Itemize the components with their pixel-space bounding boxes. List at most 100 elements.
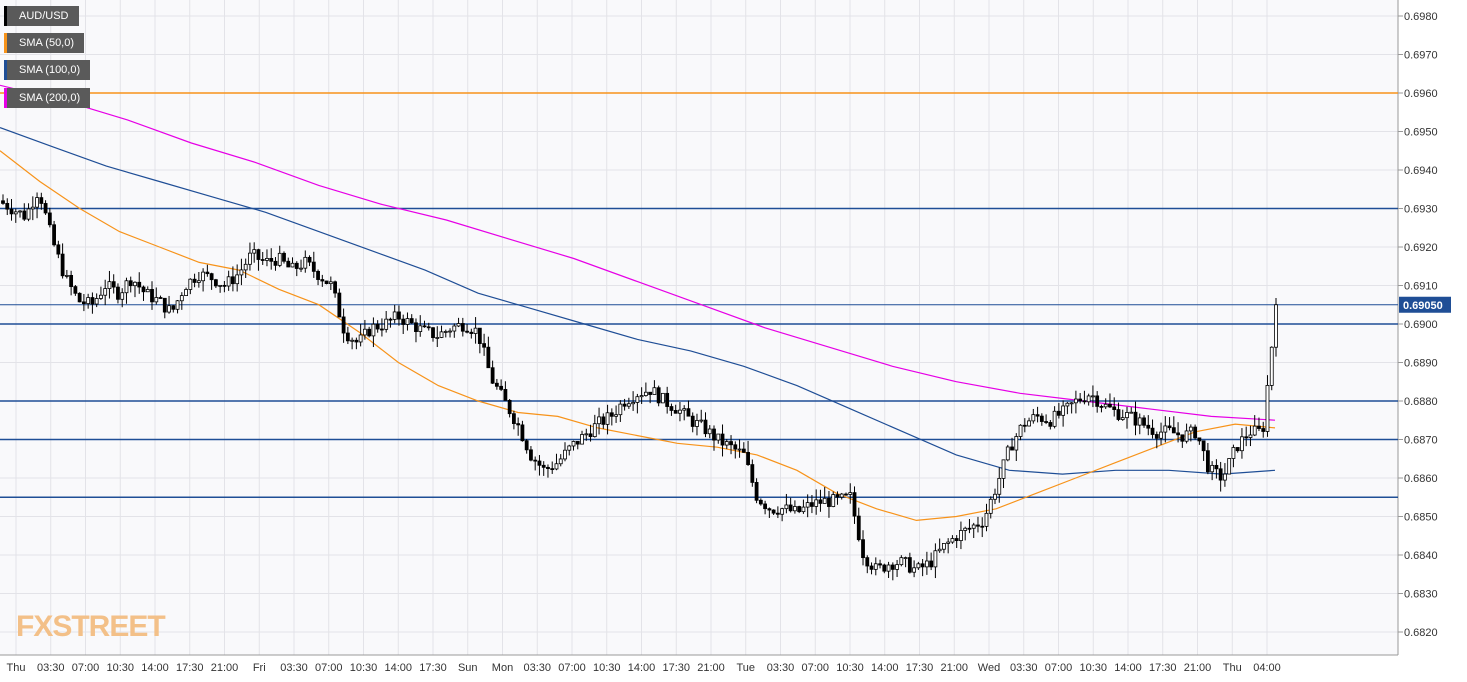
- candle-body: [154, 297, 159, 303]
- candle-body: [754, 482, 759, 501]
- candle-body: [435, 337, 440, 339]
- candle-body: [971, 524, 976, 529]
- candle-body: [878, 563, 882, 566]
- candle-body: [810, 502, 814, 507]
- candle-body: [946, 541, 951, 544]
- candle-body: [1108, 403, 1112, 408]
- candle-body: [805, 502, 810, 508]
- candle-body: [1039, 415, 1044, 422]
- candle-body: [597, 416, 601, 425]
- candle-body: [976, 524, 980, 527]
- candle-body: [90, 297, 95, 305]
- candle-body: [886, 564, 891, 572]
- candle-body: [303, 256, 308, 269]
- candle-body: [260, 259, 265, 261]
- candle-body: [324, 280, 329, 285]
- candle-body: [937, 548, 942, 552]
- candle-body: [639, 395, 644, 398]
- y-tick-label: 0.6870: [1404, 435, 1438, 447]
- candle-body: [635, 396, 640, 403]
- x-tick-label: Tue: [736, 662, 755, 674]
- candle-body: [907, 557, 912, 573]
- candle-body: [499, 385, 504, 390]
- candle-body: [333, 281, 337, 294]
- candle-body: [1235, 447, 1240, 452]
- candle-body: [1103, 403, 1108, 408]
- candle-body: [797, 506, 802, 513]
- candle-body: [865, 557, 870, 567]
- candle-body: [316, 270, 320, 280]
- candle-body: [512, 413, 516, 425]
- candle-body: [209, 273, 214, 281]
- candle-body: [729, 441, 733, 446]
- candle-body: [1142, 417, 1146, 426]
- candle-body: [248, 252, 252, 265]
- candle-body: [341, 316, 346, 334]
- candle-body: [929, 560, 934, 568]
- y-tick-label: 0.6920: [1404, 242, 1438, 254]
- x-tick-label: 04:00: [1253, 662, 1281, 674]
- candle-body: [571, 441, 576, 447]
- candle-body: [988, 498, 993, 514]
- candle-body: [490, 367, 495, 384]
- candle-body: [1154, 434, 1159, 439]
- x-tick-label: 14:00: [384, 662, 412, 674]
- candle-body: [1022, 424, 1027, 427]
- candle-body: [162, 297, 167, 313]
- candle-body: [1150, 427, 1155, 435]
- candle-body: [22, 210, 27, 220]
- candle-body: [282, 252, 286, 262]
- candle-body: [1248, 434, 1253, 438]
- candle-body: [94, 298, 99, 305]
- candle-body: [243, 263, 248, 271]
- candle-body: [1201, 440, 1206, 452]
- x-tick-label: 10:30: [836, 662, 864, 674]
- candle-body: [52, 224, 56, 246]
- legend-item-sma200: SMA (200,0): [4, 88, 91, 108]
- candle-body: [873, 563, 878, 570]
- candle-body: [409, 318, 414, 324]
- candle-body: [831, 494, 836, 507]
- candle-body: [899, 557, 904, 566]
- candle-body: [767, 508, 772, 511]
- x-tick-label: Fri: [253, 662, 266, 674]
- y-tick-label: 0.6900: [1404, 319, 1438, 331]
- candle-body: [1265, 385, 1270, 432]
- candle-body: [35, 197, 39, 208]
- candle-body: [124, 280, 129, 294]
- x-tick-label: 17:30: [176, 662, 204, 674]
- candle-body: [661, 392, 665, 404]
- candle-body: [626, 403, 631, 407]
- candle-body: [1010, 446, 1014, 451]
- current-price-badge: [1399, 296, 1451, 313]
- candle-body: [422, 325, 427, 328]
- candle-body: [1005, 446, 1010, 461]
- candle-body: [592, 423, 597, 438]
- candle-body: [933, 550, 938, 568]
- candle-body: [916, 563, 921, 569]
- candle-body: [563, 449, 567, 460]
- candle-body: [844, 493, 848, 496]
- candle-body: [1210, 464, 1215, 473]
- candle-body: [835, 494, 840, 498]
- candle-body: [993, 493, 997, 500]
- candle-body: [980, 525, 985, 528]
- candle-body: [145, 289, 150, 293]
- candle-body: [601, 416, 606, 425]
- candle-body: [997, 478, 1002, 495]
- candle-body: [1065, 402, 1070, 407]
- candle-body: [788, 504, 793, 512]
- candle-body: [869, 565, 874, 570]
- candle-body: [575, 441, 580, 445]
- candle-body: [473, 327, 478, 334]
- y-tick-label: 0.6880: [1404, 396, 1438, 408]
- candle-body: [388, 318, 393, 321]
- x-tick-label: Thu: [1223, 662, 1242, 674]
- candle-body: [678, 409, 682, 414]
- candle-body: [750, 464, 755, 483]
- candle-body: [792, 506, 797, 512]
- candle-body: [56, 244, 61, 255]
- candle-body: [30, 206, 35, 210]
